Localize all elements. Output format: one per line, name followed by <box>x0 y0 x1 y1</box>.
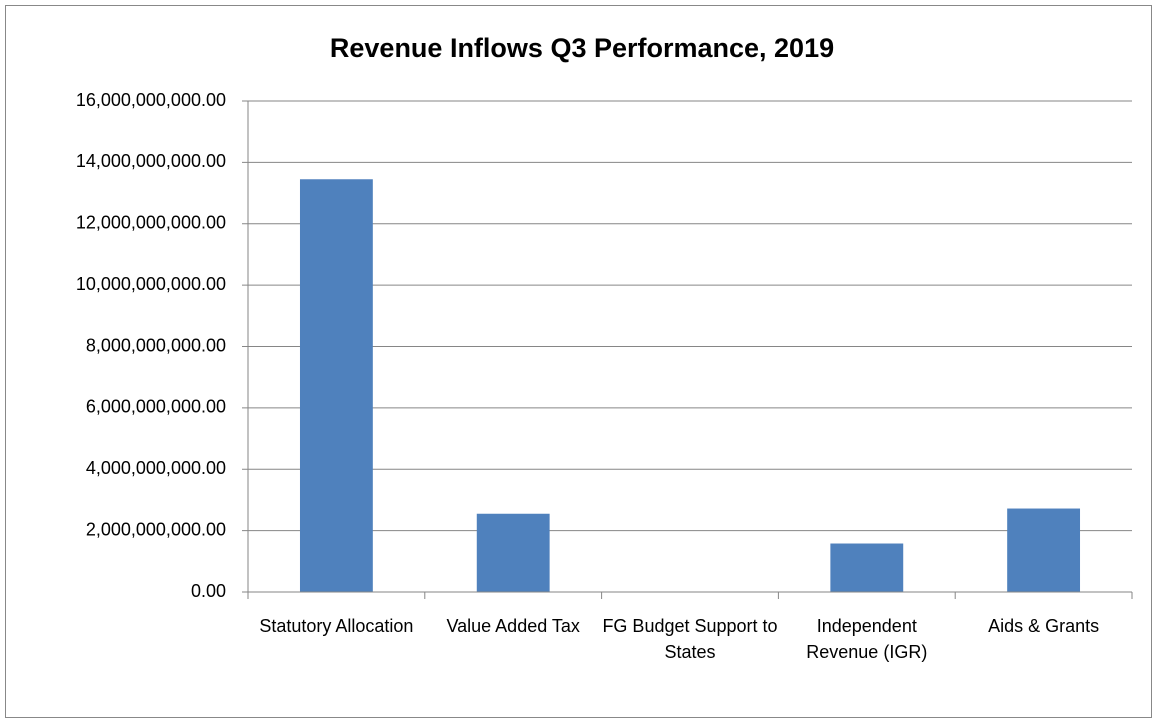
x-tick-label: Aids & Grants <box>988 616 1100 636</box>
y-tick-label: 10,000,000,000.00 <box>76 274 226 294</box>
y-tick-label: 0.00 <box>191 581 226 601</box>
x-tick-label: Value Added Tax <box>446 616 580 636</box>
bar <box>830 543 904 592</box>
bar <box>299 179 373 593</box>
y-tick-label: 12,000,000,000.00 <box>76 213 226 233</box>
y-tick-label: 8,000,000,000.00 <box>86 335 226 355</box>
y-tick-label: 14,000,000,000.00 <box>76 151 226 171</box>
bar <box>1007 508 1081 592</box>
y-tick-label: 4,000,000,000.00 <box>86 458 226 478</box>
x-tick-label: Independent Revenue (IGR) <box>806 616 928 662</box>
x-tick-label: FG Budget Support to States <box>602 616 778 662</box>
x-tick-label: Statutory Allocation <box>259 616 414 636</box>
y-tick-label: 16,000,000,000.00 <box>76 90 226 110</box>
bar <box>476 513 550 592</box>
chart-border <box>5 5 1152 718</box>
y-tick-label: 6,000,000,000.00 <box>86 397 226 417</box>
y-tick-label: 2,000,000,000.00 <box>86 519 226 539</box>
chart-title: Revenue Inflows Q3 Performance, 2019 <box>330 33 834 63</box>
